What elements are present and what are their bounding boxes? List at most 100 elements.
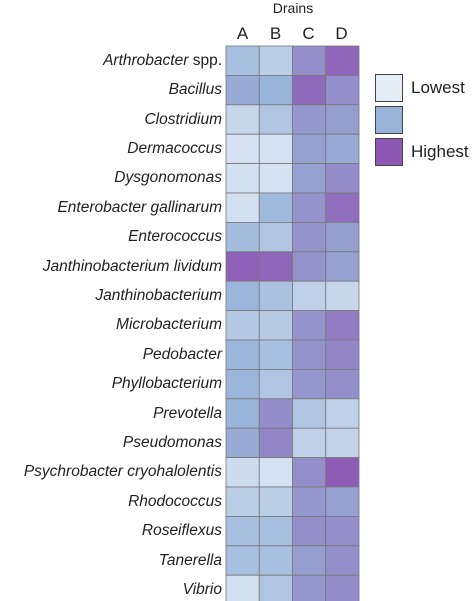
column-label-d: D bbox=[335, 24, 348, 43]
heatmap-cell bbox=[225, 75, 260, 106]
heatmap-cell bbox=[292, 104, 327, 135]
legend-label-highest: Highest bbox=[411, 142, 469, 161]
row-label: Phyllobacterium bbox=[0, 375, 222, 393]
heatmap-cell bbox=[292, 221, 327, 253]
heatmap-cell bbox=[225, 133, 260, 164]
row-label: Bacillus bbox=[0, 81, 222, 99]
row-label-name: Enterococcus bbox=[128, 228, 222, 246]
heatmap-cell bbox=[325, 192, 360, 223]
legend-label-lowest: Lowest bbox=[411, 78, 465, 97]
heatmap-cell bbox=[258, 427, 293, 459]
row-label-name: Pseudomonas bbox=[122, 433, 222, 451]
heatmap-cell bbox=[258, 163, 293, 194]
heatmap-cell bbox=[325, 310, 360, 341]
row-label-name: Enterobacter gallinarum bbox=[57, 198, 222, 216]
row-label-name: Clostridium bbox=[144, 110, 222, 128]
heatmap-cell bbox=[325, 486, 360, 517]
row-label: Enterobacter gallinarum bbox=[0, 199, 222, 217]
heatmap-cell bbox=[225, 163, 260, 194]
row-label: Microbacterium bbox=[0, 316, 222, 334]
row-label: Vibrio bbox=[0, 581, 222, 599]
heatmap-cell bbox=[225, 45, 260, 76]
heatmap-cell bbox=[258, 574, 293, 601]
heatmap-cell bbox=[325, 221, 360, 253]
column-label-c: C bbox=[302, 24, 315, 43]
heatmap-cell bbox=[258, 398, 293, 429]
heatmap-cell bbox=[292, 192, 327, 223]
row-label: Clostridium bbox=[0, 111, 222, 129]
heatmap-cell bbox=[325, 368, 360, 400]
heatmap-cell bbox=[325, 45, 360, 76]
chart-title: Drains bbox=[272, 0, 314, 16]
legend: Lowest Highest bbox=[375, 74, 474, 166]
heatmap-cell bbox=[292, 133, 327, 164]
column-label-b: B bbox=[269, 24, 282, 43]
heatmap-cell bbox=[325, 251, 360, 282]
row-label: Tanerella bbox=[0, 552, 222, 570]
row-label: Pseudomonas bbox=[0, 434, 222, 452]
heatmap-cell bbox=[225, 221, 260, 253]
heatmap-cell bbox=[258, 516, 293, 547]
heatmap-cell bbox=[325, 574, 360, 601]
row-label-name: Janthinobacterium bbox=[95, 286, 222, 304]
heatmap-cell bbox=[225, 545, 260, 576]
heatmap-cell bbox=[258, 486, 293, 517]
heatmap-cell bbox=[292, 398, 327, 429]
row-label: Psychrobacter cryohalolentis bbox=[0, 463, 222, 481]
heatmap-cell bbox=[325, 427, 360, 459]
heatmap-cell bbox=[225, 398, 260, 429]
row-label: Enterococcus bbox=[0, 228, 222, 246]
row-label: Dermacoccus bbox=[0, 140, 222, 158]
heatmap-cell bbox=[292, 163, 327, 194]
heatmap-cell bbox=[225, 574, 260, 601]
heatmap-cell bbox=[292, 486, 327, 517]
heatmap-cell bbox=[258, 221, 293, 253]
heatmap-cell bbox=[292, 457, 327, 488]
heatmap-cell bbox=[258, 133, 293, 164]
heatmap-cell bbox=[258, 104, 293, 135]
row-labels: Arthrobacter spp. Bacillus Clostridium Derm… bbox=[0, 0, 222, 601]
heatmap-cell bbox=[325, 398, 360, 429]
row-label-name: Microbacterium bbox=[116, 316, 222, 334]
heatmap-cell bbox=[258, 75, 293, 106]
heatmap-cell bbox=[225, 516, 260, 547]
row-label-name: Psychrobacter cryohalolentis bbox=[23, 463, 222, 481]
heatmap-cell bbox=[292, 45, 327, 76]
heatmap-cell bbox=[292, 574, 327, 601]
heatmap-cell bbox=[225, 486, 260, 517]
heatmap-cell bbox=[225, 192, 260, 223]
heatmap-cell bbox=[292, 75, 327, 106]
heatmap-cell bbox=[225, 310, 260, 341]
heatmap-cell bbox=[292, 368, 327, 400]
heatmap-cell bbox=[292, 280, 327, 312]
row-label-name: Dysgonomonas bbox=[114, 169, 222, 187]
row-label-name: Prevotella bbox=[153, 404, 222, 422]
row-label: Dysgonomonas bbox=[0, 169, 222, 187]
heatmap-cell bbox=[325, 163, 360, 194]
row-label-name: Arthrobacter bbox=[103, 51, 189, 69]
row-label-name: Phyllobacterium bbox=[111, 375, 222, 393]
row-label: Arthrobacter spp. bbox=[0, 52, 222, 70]
heatmap-cell bbox=[225, 427, 260, 459]
legend-swatch-highest bbox=[375, 138, 403, 166]
column-label-a: A bbox=[236, 24, 249, 43]
row-label-name: Pedobacter bbox=[142, 345, 222, 363]
row-label: Roseiflexus bbox=[0, 522, 222, 540]
heatmap-cell bbox=[258, 368, 293, 400]
heatmap-cell bbox=[258, 545, 293, 576]
heatmap-cell bbox=[258, 457, 293, 488]
legend-swatch-lowest bbox=[375, 74, 403, 102]
heatmap-cell bbox=[325, 133, 360, 164]
heatmap-cell bbox=[292, 545, 327, 576]
heatmap-cell bbox=[292, 427, 327, 459]
row-label-suffix: spp. bbox=[188, 51, 222, 69]
heatmap-cell bbox=[292, 310, 327, 341]
heatmap-cell bbox=[258, 280, 293, 312]
heatmap-cell bbox=[258, 339, 293, 370]
row-label-name: Vibrio bbox=[182, 580, 222, 598]
legend-swatch-mid bbox=[375, 106, 403, 134]
heatmap-cell bbox=[325, 104, 360, 135]
heatmap-cell bbox=[225, 251, 260, 282]
row-label: Janthinobacterium lividum bbox=[0, 258, 222, 276]
heatmap-cell bbox=[325, 75, 360, 106]
